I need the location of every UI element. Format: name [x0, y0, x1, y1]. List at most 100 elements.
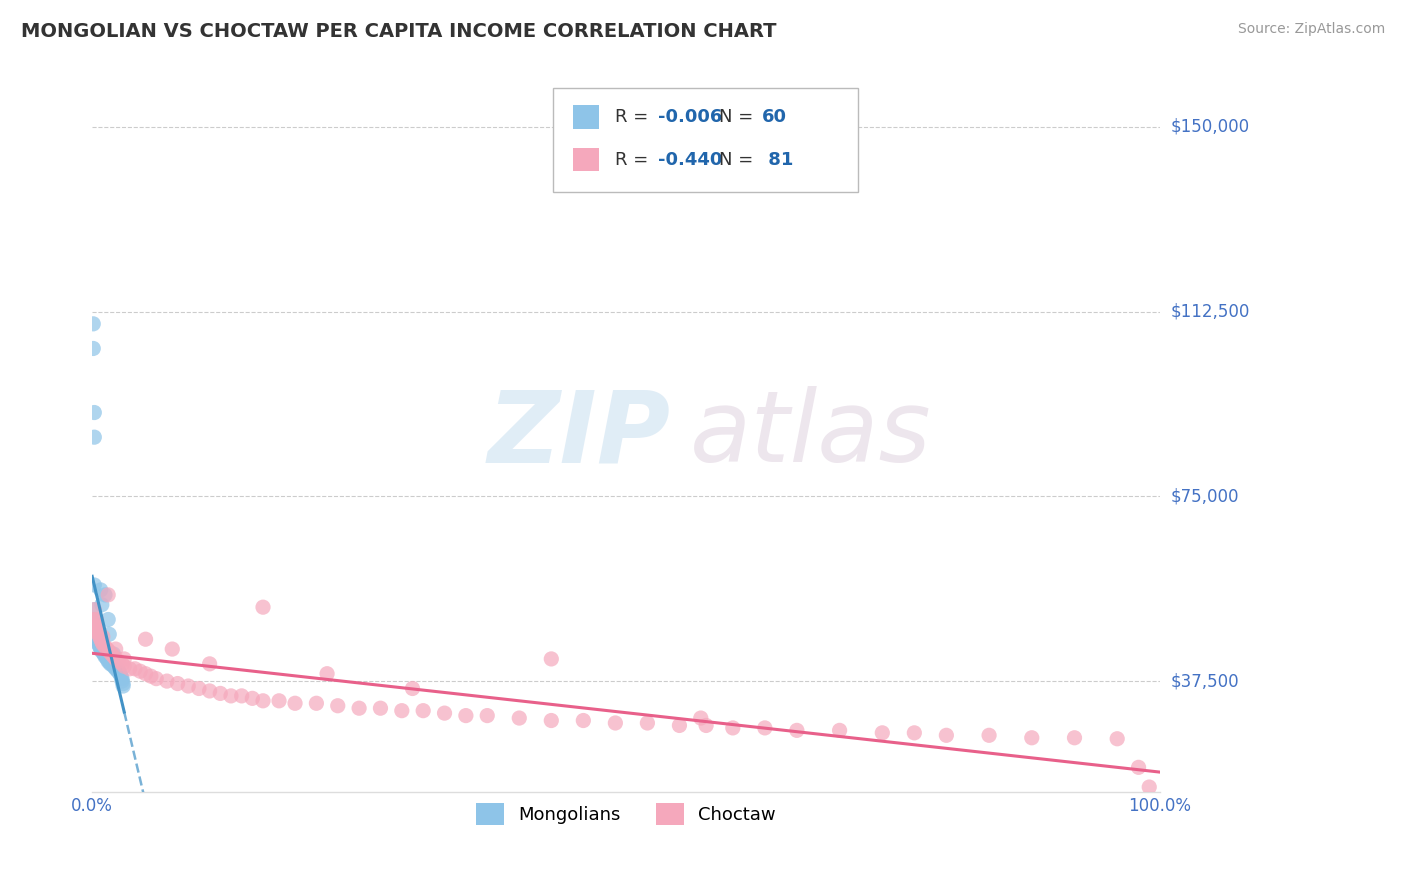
Point [103, 659, 125, 673]
Text: R =: R = [616, 108, 654, 126]
Point [97, 613, 120, 627]
Text: N =: N = [718, 151, 759, 169]
Point [111, 674, 134, 689]
Point [86, 627, 108, 641]
Point [108, 665, 131, 679]
Point [104, 662, 127, 676]
Bar [572, 148, 599, 171]
Point [135, 666, 157, 681]
Point [83, 430, 105, 444]
Point [721, 721, 744, 735]
Point [166, 676, 188, 690]
Point [105, 662, 128, 676]
Point [97, 654, 120, 668]
Bar [572, 105, 599, 128]
Text: atlas: atlas [690, 386, 932, 483]
Point [111, 657, 134, 671]
Text: $112,500: $112,500 [1171, 302, 1250, 320]
Legend: Mongolians, Choctaw: Mongolians, Choctaw [467, 794, 785, 834]
Point [89, 637, 111, 651]
Point [198, 657, 221, 671]
Point [316, 666, 339, 681]
Point [82, 317, 104, 331]
Point [100, 647, 122, 661]
Point [370, 701, 392, 715]
Point [786, 723, 808, 738]
Point [89, 640, 111, 654]
Point [91, 630, 114, 644]
Point [94, 588, 117, 602]
Point [284, 696, 307, 710]
Point [87, 637, 110, 651]
Text: $75,000: $75,000 [1171, 487, 1240, 505]
Point [605, 716, 627, 731]
Point [112, 676, 135, 690]
Point [90, 644, 112, 658]
Point [240, 691, 263, 706]
Point [903, 726, 925, 740]
Point [86, 613, 108, 627]
Point [100, 657, 122, 671]
Point [90, 598, 112, 612]
Point [1021, 731, 1043, 745]
Point [108, 654, 131, 668]
Text: 81: 81 [762, 151, 793, 169]
Point [86, 632, 108, 647]
Point [87, 623, 110, 637]
Text: -0.006: -0.006 [658, 108, 723, 126]
Point [108, 666, 131, 681]
Point [111, 672, 134, 686]
Point [83, 617, 105, 632]
Point [977, 728, 1000, 742]
Point [412, 704, 434, 718]
Point [454, 708, 477, 723]
Text: -0.440: -0.440 [658, 151, 723, 169]
Point [129, 665, 152, 679]
Text: R =: R = [616, 151, 654, 169]
Point [94, 647, 117, 661]
Point [90, 582, 112, 597]
Point [86, 632, 108, 647]
Point [209, 686, 232, 700]
Point [540, 652, 562, 666]
Point [231, 689, 253, 703]
Point [103, 649, 125, 664]
Point [347, 701, 370, 715]
Point [98, 627, 121, 641]
Text: N =: N = [718, 108, 759, 126]
Point [145, 672, 167, 686]
Point [689, 711, 711, 725]
Point [96, 652, 118, 666]
Point [93, 644, 115, 658]
Point [1128, 760, 1150, 774]
Point [828, 723, 851, 738]
Point [935, 728, 957, 742]
Point [305, 696, 328, 710]
Point [267, 694, 290, 708]
Point [84, 620, 107, 634]
Point [84, 623, 107, 637]
Point [93, 647, 115, 661]
FancyBboxPatch shape [554, 88, 858, 192]
Point [508, 711, 530, 725]
Point [90, 642, 112, 657]
Point [90, 632, 112, 647]
Point [636, 716, 658, 731]
Point [82, 342, 104, 356]
Point [391, 704, 413, 718]
Point [326, 698, 349, 713]
Text: $37,500: $37,500 [1171, 672, 1240, 690]
Point [695, 718, 717, 732]
Point [668, 718, 690, 732]
Point [98, 654, 121, 668]
Point [252, 694, 274, 708]
Text: 60: 60 [762, 108, 786, 126]
Point [188, 681, 211, 696]
Point [84, 613, 107, 627]
Point [87, 634, 110, 648]
Point [198, 684, 221, 698]
Point [98, 644, 121, 658]
Point [1063, 731, 1085, 745]
Point [477, 708, 499, 723]
Point [139, 669, 162, 683]
